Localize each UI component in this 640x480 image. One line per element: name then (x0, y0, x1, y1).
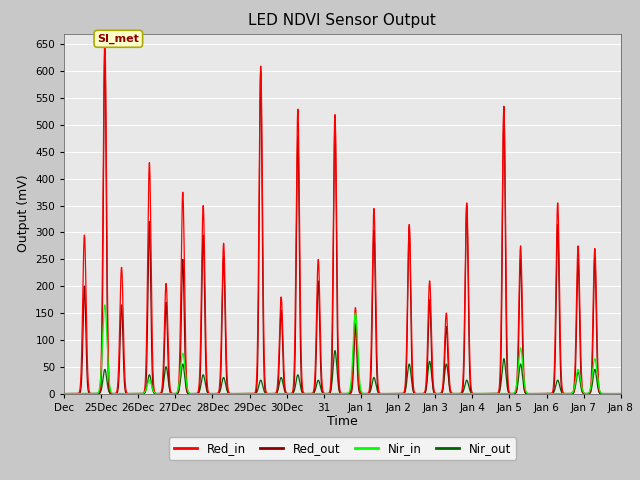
Text: SI_met: SI_met (97, 34, 140, 44)
Y-axis label: Output (mV): Output (mV) (17, 175, 29, 252)
Title: LED NDVI Sensor Output: LED NDVI Sensor Output (248, 13, 436, 28)
Legend: Red_in, Red_out, Nir_in, Nir_out: Red_in, Red_out, Nir_in, Nir_out (169, 437, 516, 460)
X-axis label: Time: Time (327, 415, 358, 429)
